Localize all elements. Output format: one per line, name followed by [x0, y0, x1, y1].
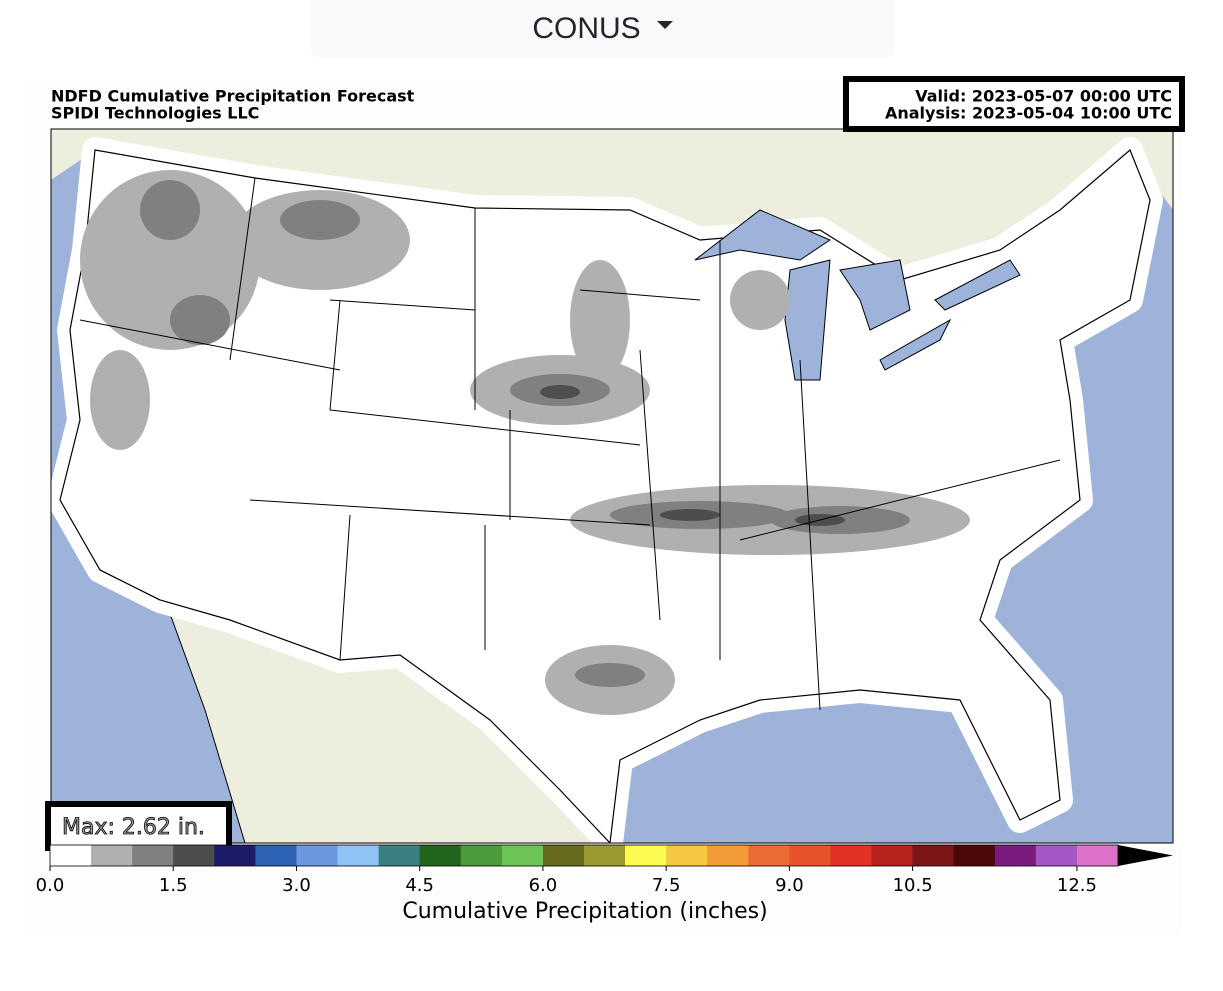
- colorbar-tick-label: 3.0: [282, 875, 311, 896]
- region-dropdown[interactable]: CONUS: [311, 0, 894, 57]
- colorbar-swatch: [625, 845, 667, 866]
- colorbar-extend: [1118, 845, 1173, 866]
- colorbar-frame: [49, 844, 1119, 867]
- max-label: Max: 2.62 in.: [62, 815, 205, 840]
- colorbar-swatch: [91, 845, 133, 866]
- colorbar-tick-label: 12.5: [1057, 875, 1097, 896]
- colorbar-swatch: [584, 845, 626, 866]
- map-subtitle: SPIDI Technologies LLC: [51, 104, 259, 123]
- colorbar-swatch: [789, 845, 831, 866]
- colorbar-swatch: [748, 845, 790, 866]
- colorbar-swatch: [296, 845, 339, 866]
- colorbar-swatch: [50, 845, 92, 866]
- colorbar-tick-label: 7.5: [652, 875, 681, 896]
- colorbar-swatch: [132, 845, 174, 866]
- colorbar-swatch: [1035, 845, 1078, 866]
- colorbar-swatch: [255, 845, 297, 866]
- dropdown-label[interactable]: CONUS: [532, 11, 641, 45]
- colorbar-tick-label: 10.5: [893, 875, 933, 896]
- colorbar-swatch: [994, 845, 1037, 866]
- time-box: [843, 76, 1185, 132]
- colorbar-swatch: [871, 845, 914, 866]
- map-title: NDFD Cumulative Precipitation Forecast: [51, 87, 415, 106]
- colorbar-tick-label: 4.5: [405, 875, 434, 896]
- valid-time: Valid: 2023-05-07 00:00 UTC: [915, 87, 1172, 106]
- precip-medium: [140, 180, 910, 687]
- colorbar-tick-label: 0.0: [36, 875, 65, 896]
- colorbar-swatch: [337, 845, 380, 866]
- colorbar-tick-label: 1.5: [159, 875, 188, 896]
- colorbar-tick-label: 6.0: [529, 875, 558, 896]
- colorbar-swatch: [666, 845, 708, 866]
- colorbar-label: Cumulative Precipitation (inches): [402, 899, 767, 924]
- colorbar-swatch: [419, 845, 462, 866]
- figure: NDFD Cumulative Precipitation Forecast S…: [24, 76, 1185, 935]
- colorbar-swatch: [1076, 845, 1119, 866]
- colorbar-swatch: [173, 845, 215, 866]
- colorbar-swatch: [214, 845, 256, 866]
- colorbar-swatch: [830, 845, 873, 866]
- colorbar-swatch: [542, 845, 585, 866]
- state-lines: [79, 177, 1061, 711]
- map-frame: [50, 128, 1174, 844]
- analysis-time: Analysis: 2023-05-04 10:00 UTC: [885, 104, 1172, 123]
- colorbar-swatch: [912, 845, 955, 866]
- great-lakes: [694, 209, 1021, 381]
- map: [50, 128, 1174, 844]
- colorbar: 0.0 1.5 3.0 4.5 6.0 7.5 9.0 10.5 12.5: [36, 844, 1173, 896]
- colorbar-swatch: [378, 845, 421, 866]
- caret[interactable]: [656, 20, 673, 29]
- colorbar-tick-label: 9.0: [775, 875, 804, 896]
- colorbar-swatch: [460, 845, 503, 866]
- colorbar-swatch: [501, 845, 544, 866]
- colorbar-swatch: [707, 845, 749, 866]
- colorbar-swatch: [953, 845, 996, 866]
